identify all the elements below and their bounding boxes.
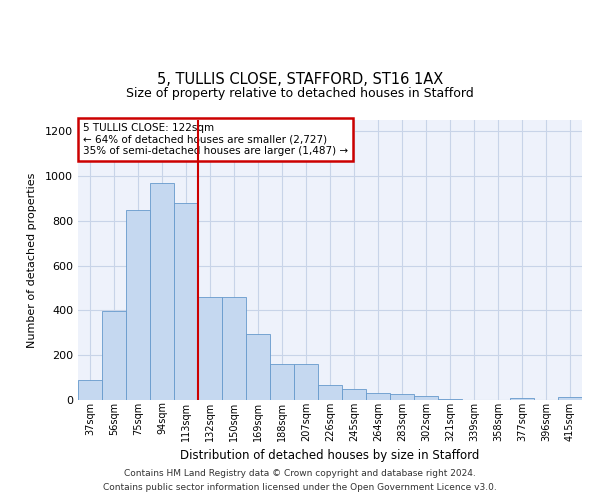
Bar [126,210,150,400]
Bar [294,364,318,400]
Y-axis label: Number of detached properties: Number of detached properties [26,172,37,348]
Bar [366,394,390,400]
Bar [102,311,126,400]
Bar [198,296,222,400]
Bar [78,380,102,400]
Bar [150,183,174,400]
Text: 5 TULLIS CLOSE: 122sqm
← 64% of detached houses are smaller (2,727)
35% of semi-: 5 TULLIS CLOSE: 122sqm ← 64% of detached… [83,123,348,156]
Bar [510,398,534,400]
Bar [174,203,198,400]
Text: Contains public sector information licensed under the Open Government Licence v3: Contains public sector information licen… [103,484,497,492]
Bar [414,396,438,400]
Bar [222,296,246,400]
Bar [246,334,270,400]
Bar [558,398,582,400]
Bar [318,385,342,400]
X-axis label: Distribution of detached houses by size in Stafford: Distribution of detached houses by size … [181,449,479,462]
Text: Size of property relative to detached houses in Stafford: Size of property relative to detached ho… [126,87,474,100]
Bar [438,399,462,400]
Bar [342,389,366,400]
Text: Contains HM Land Registry data © Crown copyright and database right 2024.: Contains HM Land Registry data © Crown c… [124,468,476,477]
Bar [270,364,294,400]
Bar [390,394,414,400]
Text: 5, TULLIS CLOSE, STAFFORD, ST16 1AX: 5, TULLIS CLOSE, STAFFORD, ST16 1AX [157,72,443,88]
